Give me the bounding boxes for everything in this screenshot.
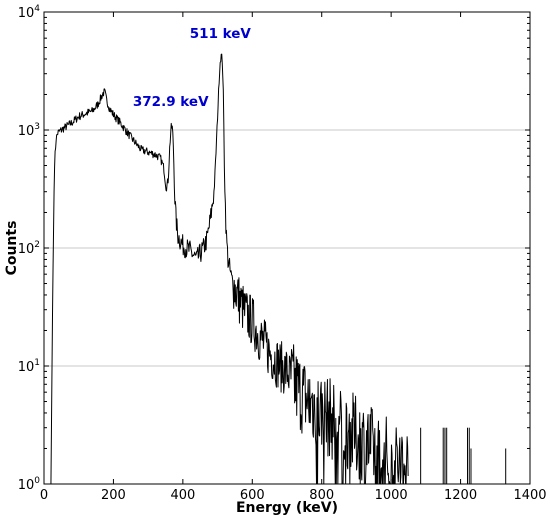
x-axis-ticks: 0 200 400 600 800 1000 1200 1400: [40, 12, 547, 503]
y-tick-label: 104: [18, 4, 41, 21]
x-tick-label: 600: [240, 488, 265, 503]
x-tick-label: 1000: [375, 488, 408, 503]
y-tick-label: 101: [18, 358, 40, 375]
y-tick-label: 102: [18, 240, 40, 257]
x-tick-label: 800: [309, 488, 334, 503]
x-tick-label: 200: [101, 488, 126, 503]
isolated-count-spikes: [420, 427, 507, 484]
x-tick-label: 400: [170, 488, 195, 503]
peak-annotations: 511 keV 372.9 keV: [133, 26, 252, 110]
peak-label: 511 keV: [190, 26, 252, 42]
peak-label: 372.9 keV: [133, 94, 209, 110]
x-tick-label: 0: [40, 488, 48, 503]
y-tick-label: 103: [18, 122, 40, 139]
x-axis-title: Energy (keV): [236, 500, 338, 516]
gridlines: [44, 129, 530, 367]
y-tick-label: 100: [18, 476, 41, 493]
y-axis-ticks: 100 101 102 103 104: [18, 4, 530, 493]
y-axis-title: Counts: [4, 221, 20, 276]
x-tick-label: 1400: [513, 488, 546, 503]
x-tick-label: 1200: [444, 488, 477, 503]
spectrum-line: [50, 53, 409, 485]
